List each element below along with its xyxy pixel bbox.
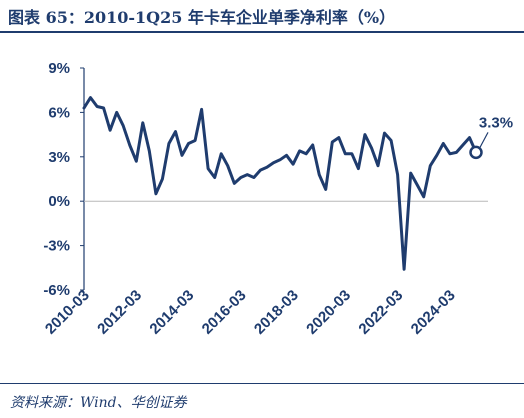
plot-area: 3.3%	[82, 96, 513, 271]
chart-title: 图表 65：2010-1Q25 年卡车企业单季净利率（%）	[8, 8, 396, 27]
source-rule	[0, 383, 524, 384]
source-note: 资料来源：Wind、华创证券	[10, 395, 187, 411]
y-tick-label: -3%	[43, 238, 70, 255]
annotation-label: 3.3%	[479, 114, 513, 131]
annotation-leader	[479, 132, 489, 148]
x-tick-label: 2020-03	[303, 287, 354, 338]
x-tick-label: 2018-03	[251, 287, 302, 338]
x-axis: 2010-03 2012-03 2014-03 2016-03 2018-03 2020-…	[42, 287, 459, 338]
series-line	[82, 96, 478, 271]
y-tick-label: 6%	[48, 104, 70, 121]
x-tick-label: 2024-03	[408, 287, 459, 338]
x-tick-label: 2012-03	[94, 287, 145, 338]
last-point-marker	[469, 145, 483, 160]
x-tick-label: 2016-03	[199, 287, 250, 338]
y-tick-label: 9%	[48, 60, 70, 77]
y-tick-label: -6%	[43, 282, 70, 299]
y-axis: 9% 6% 3% 0% -3% -6%	[43, 60, 85, 299]
title-rule	[0, 31, 524, 33]
y-tick-label: 3%	[48, 149, 70, 166]
y-tick-label: 0%	[48, 193, 70, 210]
x-tick-label: 2014-03	[146, 287, 197, 338]
x-tick-label: 2022-03	[355, 287, 406, 338]
